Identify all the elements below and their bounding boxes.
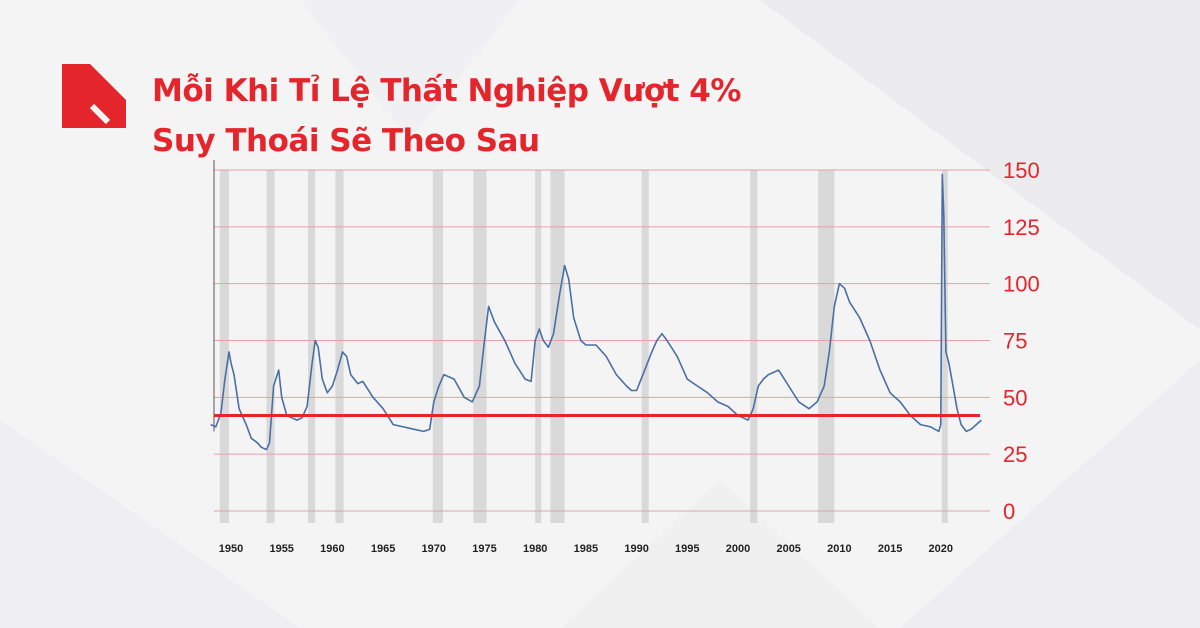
recession-band-7	[550, 170, 565, 523]
x-tick-label-2000: 2000	[726, 543, 750, 555]
x-tick-label-2015: 2015	[878, 543, 902, 555]
x-tick-label-1960: 1960	[320, 543, 344, 555]
x-tick-label-1980: 1980	[523, 543, 547, 555]
brand-logo-icon	[62, 64, 126, 128]
recession-band-5	[473, 170, 487, 523]
recession-band-2	[308, 170, 316, 523]
x-tick-label-1955: 1955	[269, 543, 293, 555]
x-tick-label-1965: 1965	[371, 543, 395, 555]
title-line-2: Suy Thoái Sẽ Theo Sau	[152, 123, 540, 159]
recession-band-6	[535, 170, 542, 523]
recession-band-10	[818, 170, 835, 523]
series-layer	[210, 173, 982, 451]
y-tick-label-25: 25	[1003, 442, 1027, 467]
y-tick-label-50: 50	[1003, 385, 1027, 410]
recession-band-11	[941, 170, 948, 523]
recession-band-1	[266, 170, 275, 523]
x-tick-label-2010: 2010	[827, 543, 851, 555]
x-tick-label-1990: 1990	[624, 543, 648, 555]
recession-band-9	[750, 170, 758, 523]
y-tick-label-75: 75	[1003, 329, 1027, 354]
x-tick-label-2005: 2005	[776, 543, 800, 555]
x-tick-label-1985: 1985	[574, 543, 598, 555]
y-tick-labels: 0 25 50 75 100 125 150	[1003, 158, 1040, 524]
recession-band-3	[335, 170, 344, 523]
x-tick-label-1970: 1970	[422, 543, 446, 555]
gridlines	[214, 169, 990, 512]
series-line-0	[210, 173, 982, 451]
y-tick-label-0: 0	[1003, 499, 1015, 524]
x-tick-label-1950: 1950	[219, 543, 243, 555]
recession-band-8	[641, 170, 649, 523]
x-tick-label-2020: 2020	[929, 543, 953, 555]
recession-band-0	[219, 170, 229, 523]
title-line-1: Mỗi Khi Tỉ Lệ Thất Nghiệp Vượt 4%	[152, 73, 741, 109]
recession-bands	[219, 170, 948, 523]
page-title: Mỗi Khi Tỉ Lệ Thất Nghiệp Vượt 4% Suy Th…	[152, 66, 741, 166]
y-tick-label-125: 125	[1003, 215, 1040, 240]
y-tick-label-100: 100	[1003, 272, 1040, 297]
x-tick-label-1995: 1995	[675, 543, 699, 555]
x-tick-label-1975: 1975	[472, 543, 496, 555]
recession-band-4	[432, 170, 443, 523]
x-tick-labels: 1950 1955 1960 1965 1970 1975 1980 1985 1990 1995…	[219, 543, 953, 555]
y-tick-label-150: 150	[1003, 158, 1040, 183]
